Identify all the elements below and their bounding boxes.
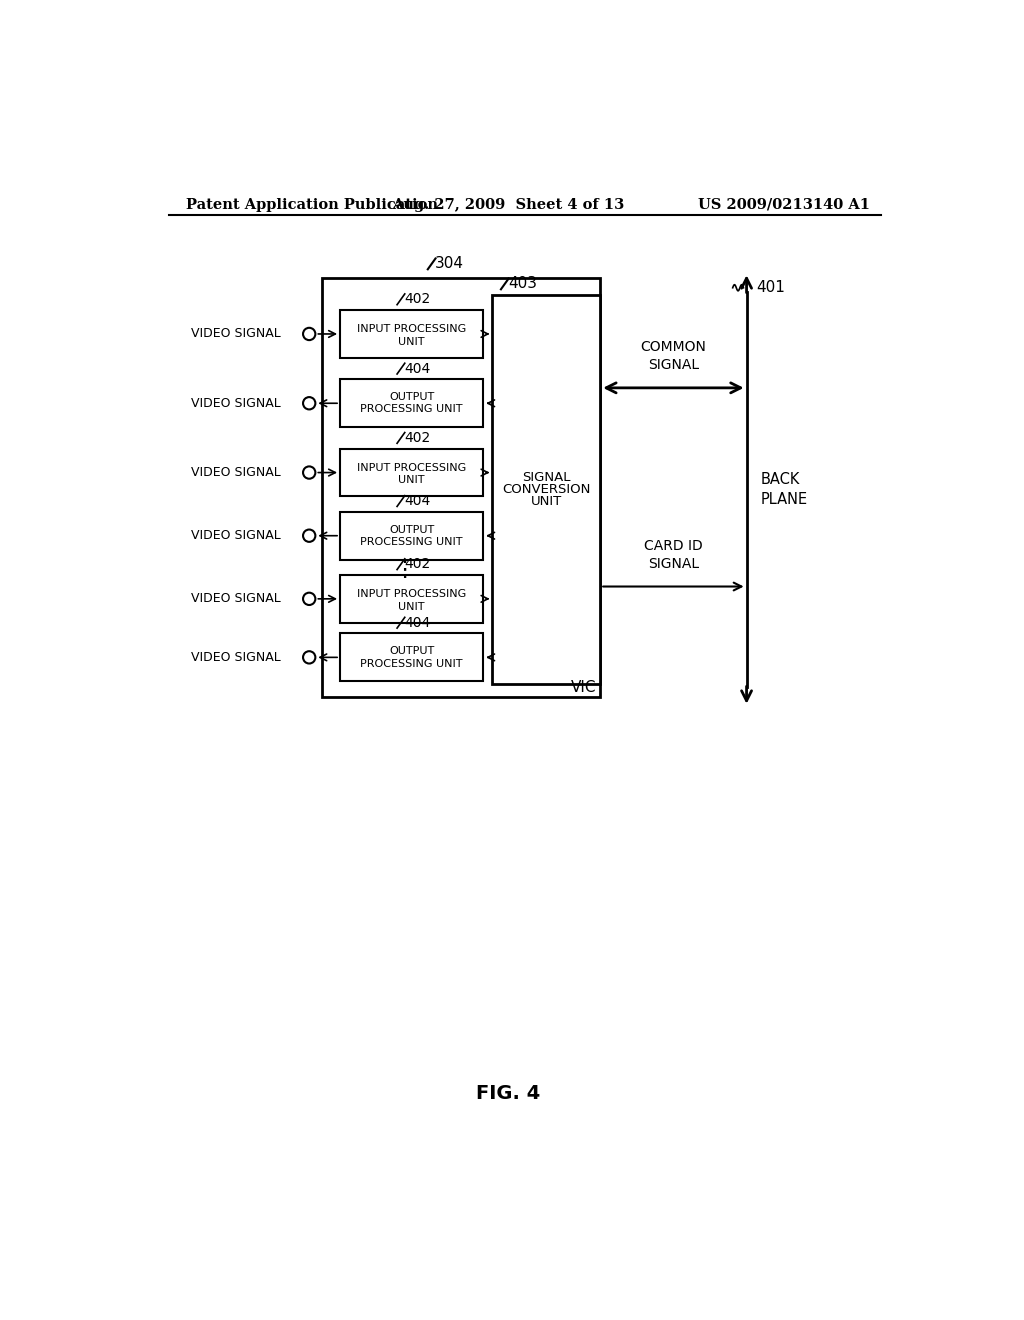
- Text: 402: 402: [404, 430, 430, 445]
- Text: INPUT PROCESSING: INPUT PROCESSING: [357, 463, 466, 473]
- Bar: [340, 634, 483, 681]
- Bar: [322, 277, 600, 697]
- Text: INPUT PROCESSING: INPUT PROCESSING: [357, 589, 466, 599]
- Bar: [340, 449, 483, 496]
- Text: UNIT: UNIT: [530, 495, 562, 508]
- Text: VIC: VIC: [571, 680, 596, 696]
- Text: CONVERSION: CONVERSION: [502, 483, 591, 496]
- Text: VIDEO SIGNAL: VIDEO SIGNAL: [190, 593, 281, 606]
- Text: UNIT: UNIT: [398, 602, 425, 611]
- Text: VIDEO SIGNAL: VIDEO SIGNAL: [190, 466, 281, 479]
- Text: VIDEO SIGNAL: VIDEO SIGNAL: [190, 529, 281, 543]
- Text: ⋮: ⋮: [393, 561, 415, 581]
- Text: 304: 304: [435, 256, 464, 272]
- Text: OUTPUT: OUTPUT: [389, 647, 434, 656]
- Text: 401: 401: [756, 280, 784, 296]
- Text: SIGNAL: SIGNAL: [522, 471, 570, 483]
- Text: 404: 404: [404, 362, 430, 376]
- Text: PROCESSING UNIT: PROCESSING UNIT: [360, 537, 463, 546]
- Text: UNIT: UNIT: [398, 475, 425, 486]
- Text: PROCESSING UNIT: PROCESSING UNIT: [360, 404, 463, 414]
- Bar: [340, 310, 483, 358]
- Bar: [493, 296, 600, 684]
- Text: Patent Application Publication: Patent Application Publication: [186, 198, 438, 211]
- Text: 403: 403: [508, 276, 537, 292]
- Text: PROCESSING UNIT: PROCESSING UNIT: [360, 659, 463, 668]
- Text: CARD ID
SIGNAL: CARD ID SIGNAL: [644, 539, 702, 572]
- Text: VIDEO SIGNAL: VIDEO SIGNAL: [190, 327, 281, 341]
- Text: 402: 402: [404, 557, 430, 572]
- Text: VIDEO SIGNAL: VIDEO SIGNAL: [190, 651, 281, 664]
- Text: US 2009/0213140 A1: US 2009/0213140 A1: [697, 198, 869, 211]
- Bar: [340, 512, 483, 560]
- Text: FIG. 4: FIG. 4: [476, 1085, 540, 1104]
- Text: 404: 404: [404, 494, 430, 508]
- Text: UNIT: UNIT: [398, 337, 425, 347]
- Text: OUTPUT: OUTPUT: [389, 524, 434, 535]
- Text: 402: 402: [404, 292, 430, 306]
- Text: 404: 404: [404, 615, 430, 630]
- Text: COMMON
SIGNAL: COMMON SIGNAL: [640, 341, 707, 372]
- Text: Aug. 27, 2009  Sheet 4 of 13: Aug. 27, 2009 Sheet 4 of 13: [392, 198, 624, 211]
- Text: INPUT PROCESSING: INPUT PROCESSING: [357, 325, 466, 334]
- Text: BACK
PLANE: BACK PLANE: [761, 471, 808, 507]
- Bar: [340, 379, 483, 428]
- Bar: [340, 576, 483, 623]
- Text: OUTPUT: OUTPUT: [389, 392, 434, 403]
- Text: VIDEO SIGNAL: VIDEO SIGNAL: [190, 397, 281, 409]
